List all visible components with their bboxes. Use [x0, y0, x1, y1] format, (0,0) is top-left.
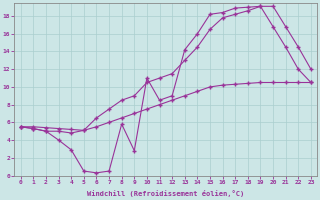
X-axis label: Windchill (Refroidissement éolien,°C): Windchill (Refroidissement éolien,°C) [87, 190, 244, 197]
